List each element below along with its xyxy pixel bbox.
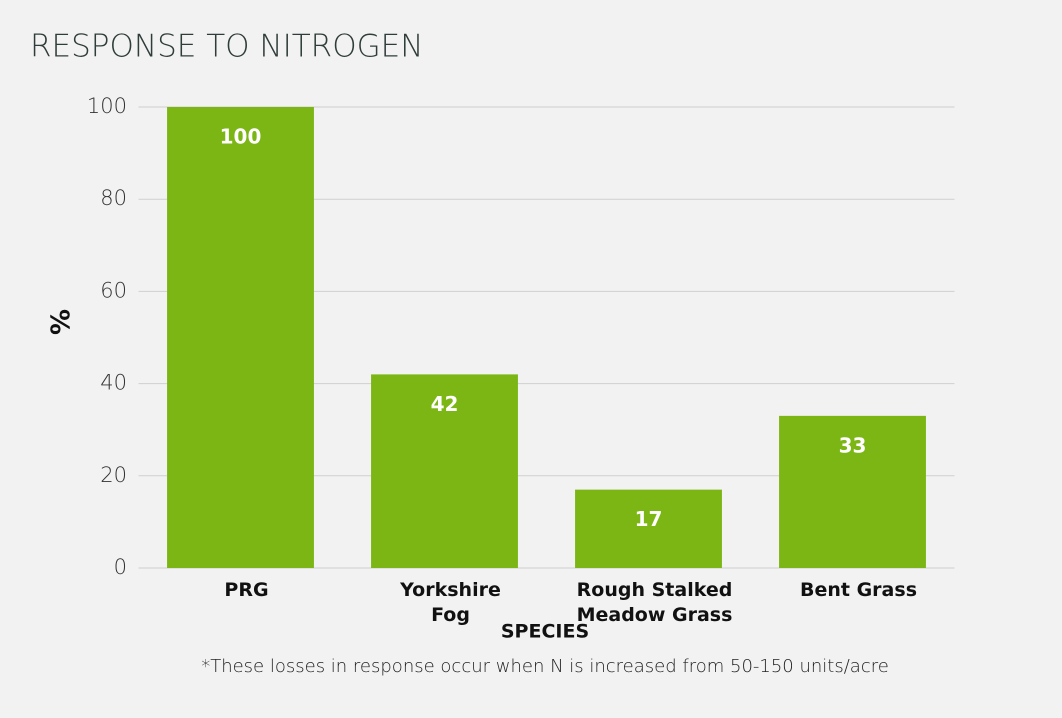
y-tick-label: 0 (114, 555, 127, 579)
bar (167, 107, 314, 568)
bar (371, 374, 518, 568)
value-label: 33 (839, 433, 867, 457)
value-label: 17 (635, 507, 663, 531)
footnote: *These losses in response occur when N i… (201, 656, 889, 677)
y-tick-label: 80 (100, 186, 127, 210)
y-tick-label: 100 (87, 94, 127, 118)
x-tick-label: Bent Grass (800, 579, 917, 601)
chart-title: RESPONSE TO NITROGEN (30, 29, 423, 65)
x-tick-label: Rough Stalked Meadow Grass (576, 579, 733, 626)
y-tick-label: 60 (100, 278, 127, 302)
bar (575, 489, 722, 568)
y-axis-label: % (47, 309, 77, 335)
x-tick-label: Yorkshire Fog (400, 579, 501, 626)
value-label: 42 (431, 392, 459, 416)
value-label: 100 (220, 125, 262, 149)
bar (779, 415, 926, 568)
y-tick-label: 40 (100, 371, 127, 395)
y-tick-label: 20 (100, 463, 127, 487)
x-axis-label: SPECIES (501, 621, 589, 643)
x-tick-label: PRG (224, 579, 269, 601)
